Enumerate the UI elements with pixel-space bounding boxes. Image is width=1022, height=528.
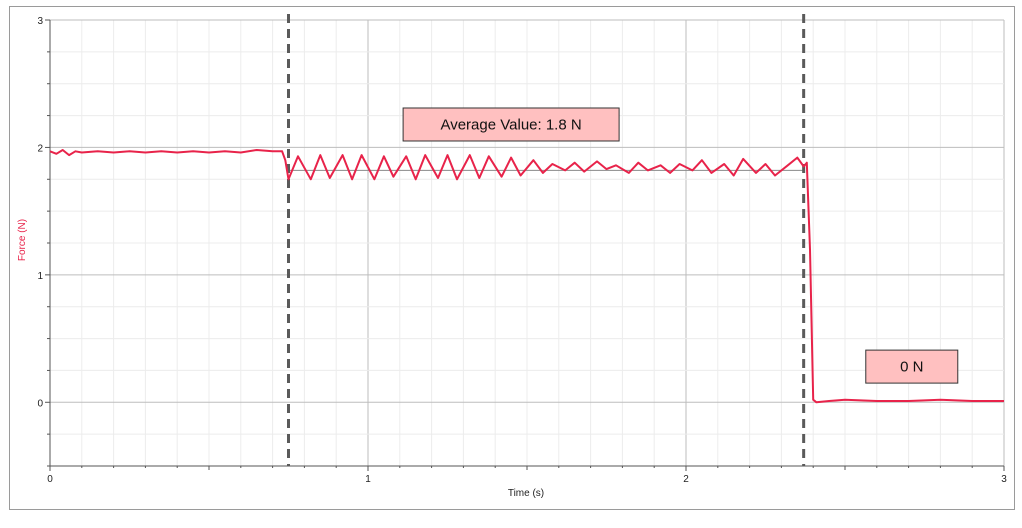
x-tick-label: 1 [365, 474, 371, 485]
average-value-label: Average Value: 1.8 N [440, 116, 581, 133]
y-tick-label: 2 [37, 143, 43, 154]
x-tick-label: 3 [1001, 474, 1007, 485]
zero-value-label: 0 N [900, 359, 923, 376]
axes: 0 1 2 3 0 1 2 3 [37, 16, 1007, 485]
y-tick-label: 1 [37, 271, 43, 282]
annotations: Average Value: 1.8 N 0 N [402, 107, 959, 384]
y-axis-title: Force (N) [17, 219, 28, 261]
vertical-markers [287, 14, 806, 466]
x-tick-label: 2 [683, 474, 689, 485]
zero-value-box [865, 349, 959, 384]
average-value-box [402, 107, 620, 142]
x-tick-label: 0 [47, 474, 53, 485]
series-layer [49, 149, 1004, 404]
y-tick-label: 3 [37, 16, 43, 27]
force-series-line [49, 149, 1004, 404]
grid [49, 19, 1005, 467]
y-tick-label: 0 [37, 398, 43, 409]
x-axis-title: Time (s) [508, 488, 544, 499]
chart-frame [9, 6, 1015, 510]
